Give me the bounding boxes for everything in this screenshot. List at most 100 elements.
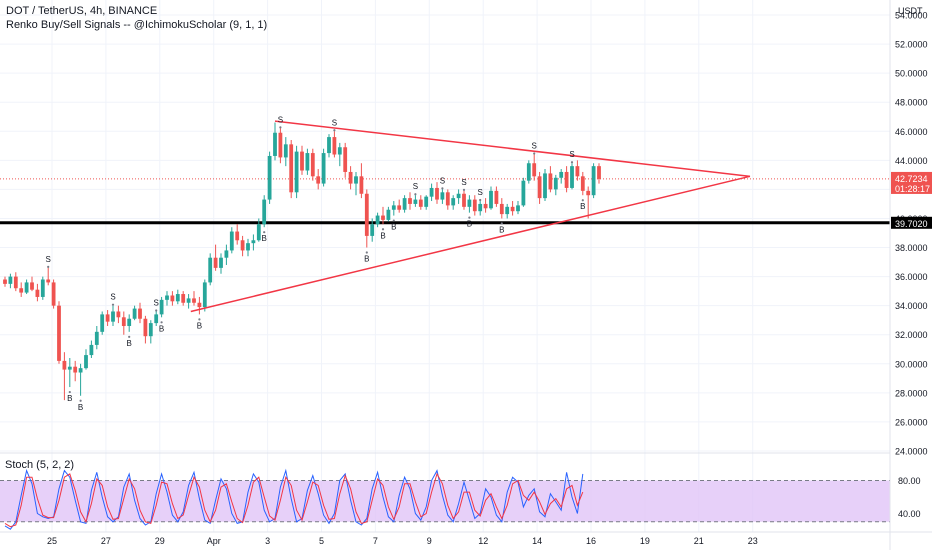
candle [483,198,488,213]
price-tick-label: 36.0000 [895,272,928,282]
stoch-title: Stoch (5, 2, 2) [5,459,75,471]
candle-body [154,314,159,324]
time-tick-label: 25 [47,536,57,546]
candle-body [273,132,277,156]
buy-signal: B [467,216,472,229]
candle [148,320,153,344]
stoch-tick-label: 80.00 [898,476,921,486]
sell-signal: S [332,118,337,132]
candle [543,169,547,202]
signal-label: B [197,321,202,330]
candle-body [300,151,304,171]
candle [559,169,564,184]
candle-body [24,282,29,293]
time-tick-label: 19 [640,536,650,546]
candle [175,289,180,305]
candle-body [424,196,429,207]
candle-body [229,231,234,251]
candle [273,122,277,161]
candle-body [451,198,456,206]
candle-body [591,166,596,196]
candle [105,310,110,327]
candle [424,195,429,210]
candle [510,201,515,216]
candle-body [105,314,110,322]
candle [89,340,94,358]
candle-body [94,331,99,345]
candle [213,244,218,271]
candle [165,291,169,306]
candle [564,166,569,193]
buy-signal: B [380,228,386,240]
signal-label: S [569,150,574,159]
candle-body [402,198,407,210]
candle-body [310,153,315,177]
candle [40,276,45,300]
time-tick-label: 21 [694,536,704,546]
candle [467,195,472,213]
candle [445,189,450,210]
candle-body [170,295,175,302]
candle [256,218,261,242]
time-tick-label: 16 [586,536,596,546]
buy-signal: B [127,335,132,348]
candle-body [526,163,531,181]
trendline-layer [190,120,751,313]
candle [235,224,240,245]
candle [456,189,461,204]
candle-body [564,171,569,188]
candle-body [499,203,504,215]
signal-label: S [46,255,51,264]
signal-dot [479,198,482,202]
candle-body [354,176,358,184]
price-tick-label: 44.0000 [895,156,928,166]
candle-body [332,137,337,155]
indicator-title: Renko Buy/Sell Signals -- @IchimokuSchol… [6,19,268,31]
stoch-band-layer [0,480,890,523]
time-tick-label: 29 [155,536,165,546]
buy-signal: B [197,318,202,330]
candle [84,349,88,370]
signal-label: B [380,231,385,240]
buy-signal: B [499,222,504,234]
signal-dot [441,187,444,190]
candle-body [143,318,148,337]
lower-trendline[interactable] [190,175,751,313]
candle-body [418,199,423,207]
candle [35,283,40,302]
candle [289,139,294,199]
candle [381,206,385,225]
last-price-badge-text: 01:28:17 [895,184,930,194]
price-tick-label: 26.0000 [895,417,928,427]
upper-trendline[interactable] [274,120,751,178]
buy-signal: B [67,390,72,403]
candle [526,160,531,184]
candle-body [262,199,267,225]
price-tick-label: 24.0000 [895,447,928,457]
sell-signal: S [154,298,159,312]
candle [354,171,358,196]
candle [121,311,126,335]
signal-dot [198,318,201,321]
price-tick-label: 54.0000 [895,11,928,21]
candle [337,142,342,167]
signal-dot [263,231,266,234]
candle [229,227,234,254]
candle [192,291,196,306]
candle-body [397,205,402,210]
candle [370,218,375,242]
candle [283,137,288,167]
candle [94,326,99,350]
candle-body [445,192,450,206]
candle-body [580,176,585,191]
candle [391,201,396,216]
signal-label: B [159,324,164,333]
candle [386,206,391,222]
signal-dot [462,188,466,191]
signal-dot [533,152,536,155]
candle [3,276,7,287]
candle-body [489,190,493,209]
candle-body [256,224,261,241]
stoch-lines-layer [4,468,584,530]
